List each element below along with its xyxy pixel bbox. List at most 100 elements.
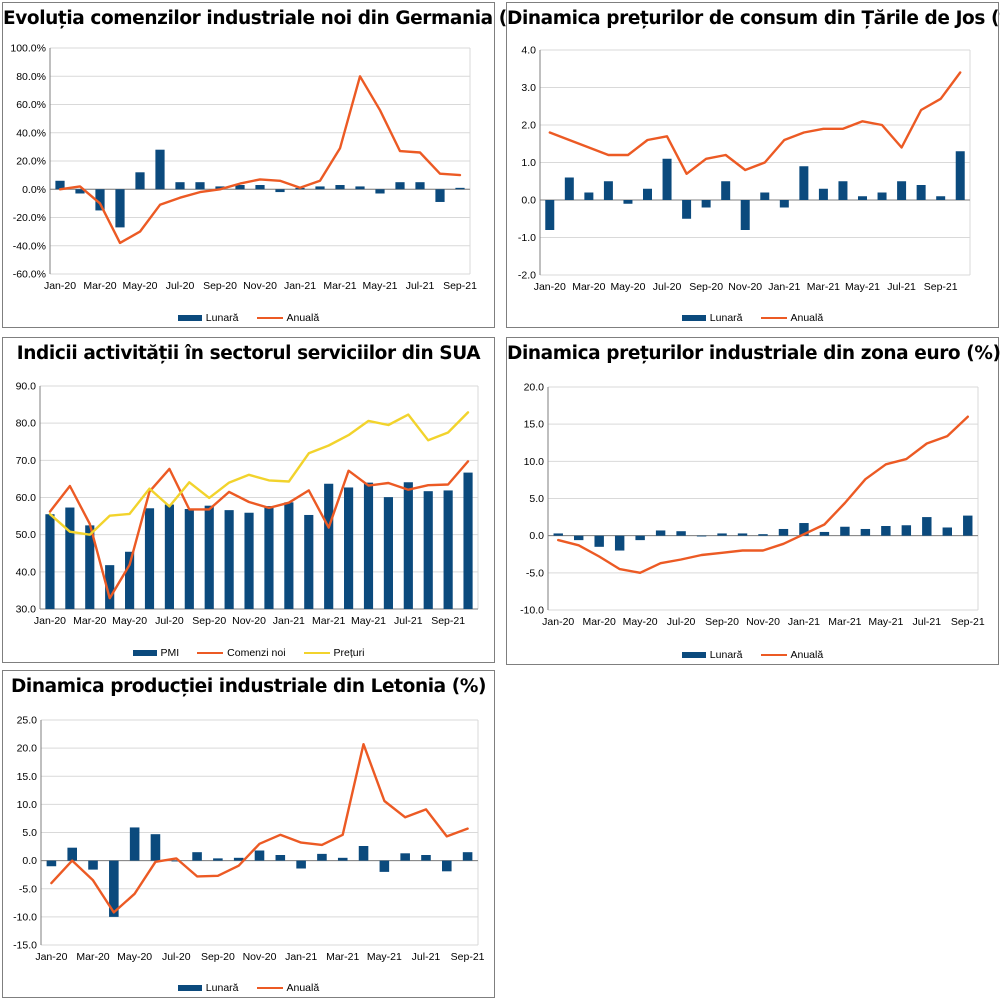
x-tick-label: Mar-20 [73,615,106,627]
x-tick-label: Jul-21 [887,281,916,293]
x-tick-label: Sep-21 [443,280,477,292]
bar-lunar- [400,853,410,861]
bar-lunar- [195,182,205,190]
y-tick-label: 30.0 [16,604,37,616]
chart-panel-eurozone-ppi: Dinamica prețurilor industriale din zona… [506,337,1000,665]
bar-lunar- [916,185,926,200]
y-tick-label: 20.0% [16,156,46,168]
bar-lunar- [737,533,748,536]
bar-lunar- [46,860,57,867]
y-tick-label: 0.0 [529,530,544,542]
y-tick-label: 80.0 [16,418,37,430]
x-tick-label: Mar-20 [83,280,116,292]
x-tick-label: May-21 [351,615,386,627]
bar-lunar- [150,834,161,861]
bar-lunar- [171,860,182,862]
y-tick-label: 90.0 [16,381,37,393]
legend-item: Lunară [681,649,743,661]
bar-lunar- [213,858,223,861]
y-tick-label: -40.0% [13,240,46,252]
x-tick-label: May-20 [112,615,147,627]
bar-lunar- [175,182,185,190]
legend-label: Anuală [286,312,320,324]
y-tick-label: 40.0% [16,127,46,139]
bar-lunar- [235,185,245,190]
y-tick-label: 50.0 [16,529,37,541]
x-tick-label: Nov-20 [243,280,277,292]
bar-lunar- [129,827,140,861]
bar-lunar- [819,531,830,536]
x-tick-label: Mar-20 [572,281,605,293]
y-tick-label: 20.0 [524,382,545,394]
legend-item: Lunară [177,982,239,994]
x-tick-label: Jan-20 [35,951,67,963]
y-tick-label: 20.0 [17,743,38,755]
bar-lunar- [758,534,768,536]
bar-pmi [85,525,95,609]
bar-lunar- [109,860,119,917]
bar-lunar- [375,189,385,194]
line-anual- [548,71,962,176]
x-tick-label: Jan-20 [34,615,66,627]
x-tick-label: Sep-21 [431,615,465,627]
bar-lunar- [75,189,85,194]
legend-label: Anuală [790,649,824,661]
y-tick-label: -60.0% [13,269,46,281]
x-tick-label: May-20 [623,616,658,628]
bar-lunar- [254,850,265,861]
bar-lunar- [553,533,563,536]
bar-lunar- [564,177,574,200]
bar-lunar- [922,517,932,536]
x-tick-label: Sep-20 [689,281,723,293]
bar-lunar- [858,196,867,200]
x-tick-label: Nov-20 [746,616,780,628]
x-tick-label: Jan-21 [284,280,316,292]
chart-title: Dinamica prețurilor industriale din zona… [507,343,1000,364]
y-tick-label: 2.0 [521,120,536,132]
bar-lunar- [740,200,750,230]
chart-legend: Lunară Anuală [507,312,998,324]
chart-panel-latvia-production: Dinamica producției industriale din Leto… [2,670,495,998]
bar-pmi [204,505,214,609]
bar-lunar- [215,186,225,190]
x-tick-label: Nov-20 [232,615,266,627]
y-tick-label: 25.0 [17,715,38,727]
x-tick-label: Jul-20 [155,615,184,627]
y-tick-label: -5.0 [19,883,37,895]
line-anual- [50,742,469,914]
x-tick-label: Jan-21 [285,951,317,963]
bar-lunar- [779,200,789,208]
x-tick-label: May-21 [845,281,880,293]
bar-lunar- [55,180,65,190]
bar-pmi [423,491,433,609]
legend-label: Anuală [286,982,320,994]
y-tick-label: 0.0 [22,855,37,867]
bar-pmi [65,507,75,609]
bar-lunar- [614,535,625,551]
x-tick-label: Sep-21 [451,951,485,963]
legend-label: Lunară [709,649,743,661]
bar-lunar- [838,181,848,200]
x-tick-label: Sep-20 [705,616,739,628]
bar-pmi [403,482,413,609]
bar-lunar- [255,185,265,190]
chart-panel-germany-orders: Evoluția comenzilor industriale noi din … [2,2,533,328]
y-tick-label: -15.0 [13,940,37,952]
y-tick-label: 40.0 [16,566,37,578]
bar-pmi [224,510,234,609]
bar-lunar- [901,525,912,536]
legend-label: Prețuri [333,647,365,659]
bar-lunar- [799,166,809,200]
bar-lunar- [88,860,98,870]
legend-swatch [256,987,283,989]
bar-lunar- [135,172,145,190]
bar-lunar- [441,860,452,872]
legend-label: Lunară [709,312,743,324]
bar-lunar- [395,182,405,190]
bar-lunar- [623,200,633,204]
bar-pmi [304,514,314,609]
chart-legend: PMI Comenzi noi Prețuri [3,647,494,659]
y-tick-label: 5.0 [22,827,37,839]
bar-lunar- [881,526,891,536]
bar-lunar- [603,181,613,200]
